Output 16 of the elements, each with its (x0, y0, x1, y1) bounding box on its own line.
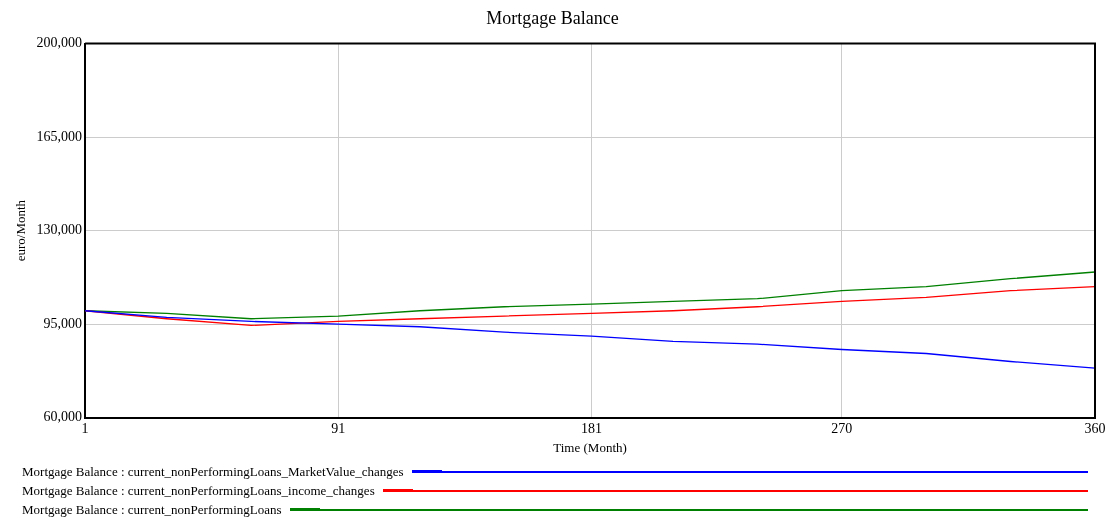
y-tick-label: 130,000 (36, 222, 83, 238)
legend-label: Mortgage Balance : current_nonPerformingLoans_MarketValue_changes (22, 463, 404, 480)
legend-label: Mortgage Balance : current_nonPerformingLoans (22, 501, 282, 518)
x-tick-label: 1 (81, 420, 89, 436)
x-tick-label: 181 (580, 420, 602, 436)
y-axis-title: euro/Month (13, 199, 29, 262)
y-tick-label: 165,000 (36, 128, 83, 144)
y-tick-label: 60,000 (43, 409, 83, 425)
x-tick-label: 360 (1084, 420, 1106, 436)
y-tick-label: 95,000 (43, 315, 83, 331)
chart-title: Mortgage Balance (486, 7, 619, 28)
legend-label: Mortgage Balance : current_nonPerformingLoans_income_changes (22, 482, 375, 499)
x-tick-label: 91 (331, 420, 346, 436)
x-tick-label: 270 (831, 420, 853, 436)
x-axis-title: Time (Month) (553, 439, 627, 455)
y-tick-label: 200,000 (36, 35, 83, 51)
